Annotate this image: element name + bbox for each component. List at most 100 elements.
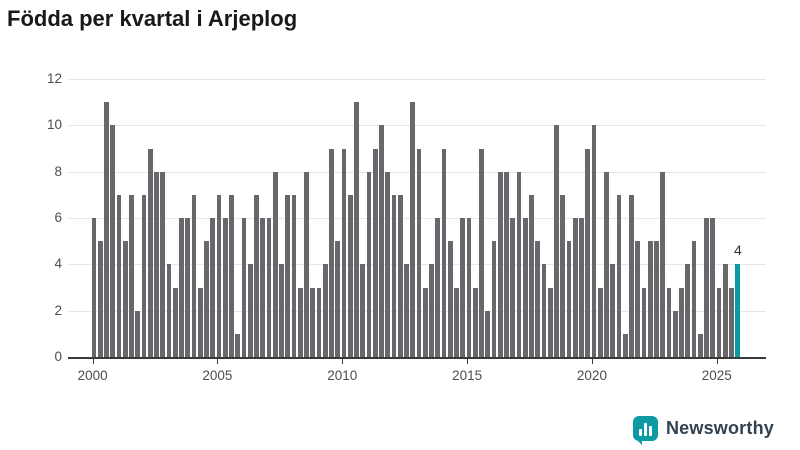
bar <box>604 171 609 357</box>
bar <box>554 125 559 357</box>
x-tick-label-2025: 2025 <box>701 368 732 383</box>
bar <box>572 218 578 357</box>
bar <box>110 125 116 357</box>
bar <box>97 241 103 357</box>
bar <box>322 264 328 357</box>
bar <box>529 194 534 357</box>
bar-highlighted <box>735 264 741 357</box>
bar <box>454 287 459 357</box>
bar <box>422 287 428 357</box>
gridline-y-10 <box>68 125 766 127</box>
bar <box>516 171 522 357</box>
bar <box>310 287 316 357</box>
bar <box>135 310 141 357</box>
bar <box>666 287 672 357</box>
bar <box>191 194 197 357</box>
y-tick-label-8: 8 <box>54 163 62 179</box>
bar <box>429 264 434 357</box>
bar <box>254 194 259 357</box>
bar <box>404 264 409 357</box>
bar <box>285 194 291 357</box>
bar <box>360 264 366 357</box>
bar <box>597 287 603 357</box>
bar <box>472 287 478 357</box>
bar <box>304 171 309 357</box>
bar <box>197 287 203 357</box>
bar <box>141 194 147 357</box>
bar <box>447 241 453 357</box>
bar <box>335 241 341 357</box>
bar <box>654 241 659 357</box>
bar <box>479 148 484 357</box>
bar <box>397 194 403 357</box>
bar <box>691 241 697 357</box>
bar <box>229 194 234 357</box>
bar <box>379 125 384 357</box>
newsworthy-logo-text: Newsworthy <box>665 418 774 438</box>
bar <box>272 171 278 357</box>
x-tick-label-2020: 2020 <box>576 368 607 383</box>
bar <box>329 148 334 357</box>
bar <box>722 264 728 357</box>
bar <box>622 333 628 357</box>
bar <box>704 218 709 357</box>
bar <box>672 310 678 357</box>
bar <box>116 194 122 357</box>
bar <box>641 287 647 357</box>
bar <box>179 218 184 357</box>
bar <box>535 241 541 357</box>
bar <box>660 171 666 357</box>
bar <box>616 194 622 357</box>
x-tick-mark-2010 <box>342 359 344 364</box>
bar <box>391 194 397 357</box>
bar <box>591 125 597 357</box>
y-tick-label-0: 0 <box>54 349 62 364</box>
x-tick-mark-2025 <box>716 359 718 364</box>
highlight-value-label: 4 <box>734 242 742 259</box>
bar <box>385 171 391 357</box>
bar <box>460 218 466 357</box>
bar <box>341 148 347 357</box>
bar <box>491 241 497 357</box>
bar <box>204 241 209 357</box>
bar <box>466 218 472 357</box>
x-tick-mark-2005 <box>217 359 219 364</box>
bar <box>172 287 178 357</box>
bar <box>610 264 616 357</box>
bar <box>566 241 572 357</box>
bar <box>685 264 691 357</box>
bar <box>697 333 703 357</box>
bar <box>260 218 266 357</box>
bar <box>497 171 503 357</box>
bar <box>210 218 216 357</box>
bar <box>410 102 416 357</box>
x-tick-label-2000: 2000 <box>77 368 108 383</box>
bar <box>560 194 566 357</box>
bar <box>266 218 272 357</box>
bar <box>297 287 303 357</box>
bar <box>522 218 528 357</box>
bar <box>354 102 359 357</box>
bar <box>147 148 153 357</box>
bar <box>122 241 128 357</box>
bar <box>247 264 253 357</box>
x-tick-label-2010: 2010 <box>327 368 358 383</box>
bar <box>216 194 222 357</box>
x-axis-line <box>68 357 766 359</box>
bar <box>435 218 441 357</box>
bar <box>166 264 172 357</box>
bar <box>579 218 584 357</box>
bar <box>729 287 734 357</box>
x-tick-mark-2000 <box>92 359 94 364</box>
bar <box>279 264 284 357</box>
bar <box>222 218 228 357</box>
bar <box>585 148 591 357</box>
x-tick-mark-2020 <box>591 359 593 364</box>
x-tick-label-2005: 2005 <box>202 368 233 383</box>
bar <box>91 218 97 357</box>
bar <box>372 148 378 357</box>
bar <box>510 218 516 357</box>
y-tick-label-4: 4 <box>54 256 62 272</box>
